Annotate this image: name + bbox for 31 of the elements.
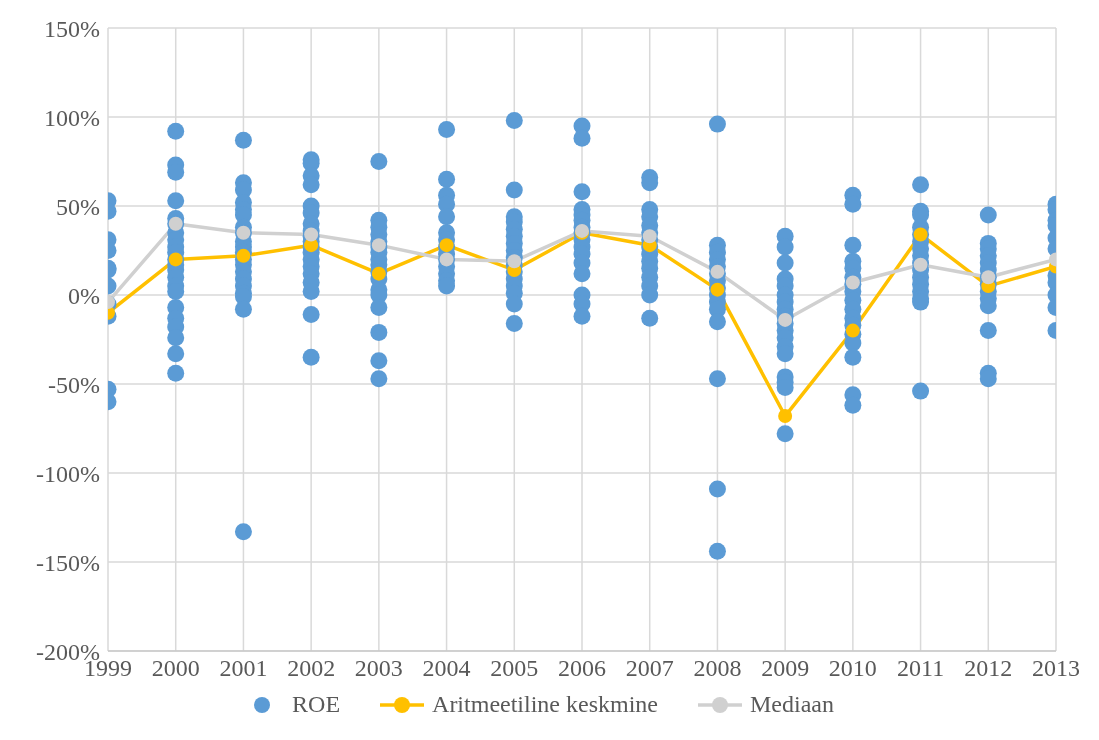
- point: [642, 229, 657, 244]
- x-tick-label: 2002: [287, 655, 336, 682]
- y-tick-label: -150%: [36, 549, 101, 576]
- legend-label: Mediaan: [749, 691, 834, 718]
- y-tick-label: -100%: [36, 460, 101, 487]
- y-tick-label: -50%: [48, 371, 101, 398]
- point: [507, 254, 522, 269]
- x-tick-label: 2003: [354, 655, 403, 682]
- x-tick-label: 2005: [490, 655, 539, 682]
- x-tick-label: 2004: [422, 655, 471, 682]
- x-tick-label: 2006: [558, 655, 606, 682]
- point: [778, 312, 793, 327]
- x-tick-label: 2012: [964, 655, 1013, 682]
- x-tick-label: 2000: [151, 655, 200, 682]
- point: [778, 409, 793, 424]
- point: [710, 264, 725, 279]
- y-tick-label: 150%: [44, 15, 100, 42]
- x-tick-label: 2001: [219, 655, 268, 682]
- x-tick-label: 2007: [625, 655, 674, 682]
- legend-label: Aritmeetiline keskmine: [432, 691, 658, 718]
- x-tick-label: 2010: [828, 655, 877, 682]
- y-tick-label: 0%: [68, 282, 100, 309]
- x-tick-label: 2011: [897, 655, 945, 682]
- x-tick-label: 2008: [693, 655, 742, 682]
- x-tick-label: 2013: [1032, 655, 1080, 682]
- legend-label: ROE: [292, 691, 341, 718]
- y-tick-label: 50%: [56, 193, 100, 220]
- x-tick-label: 2009: [761, 655, 810, 682]
- point: [845, 323, 860, 338]
- y-tick-label: 100%: [44, 104, 100, 131]
- point: [236, 248, 251, 263]
